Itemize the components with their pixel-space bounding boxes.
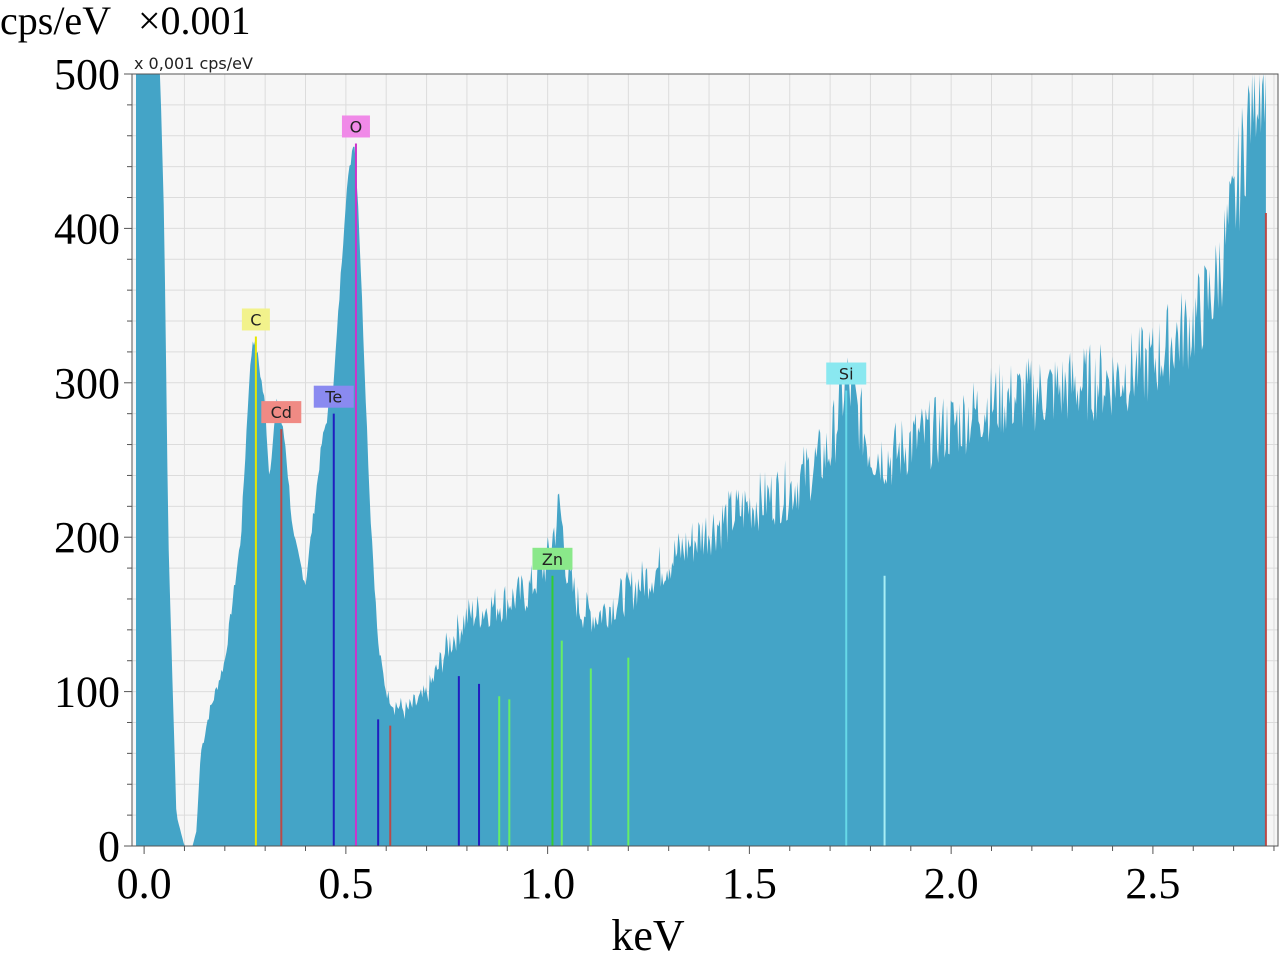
peak-lines-layer (254, 143, 1267, 846)
x-tick-label: 2.0 (924, 859, 979, 908)
peak-label-c: C (241, 308, 270, 331)
peak-label-o: O (341, 115, 370, 138)
y-tick-label: 400 (54, 204, 120, 253)
peak-label-box (826, 362, 867, 385)
y-axis-label: cps/eV (0, 0, 111, 43)
peak-label-text: Cd (271, 403, 292, 422)
axis-ticks-layer: 0.0 0.5 1.0 1.5 2.0 2.5 0 100 200 300 400 500 (54, 50, 1275, 908)
y-tick-label: 500 (54, 50, 120, 99)
peak-label-text: Te (324, 388, 342, 407)
y-tick-label: 200 (54, 513, 120, 562)
peak-label-text: Si (839, 365, 854, 384)
y-axis-multiplier: ×0.001 (138, 0, 251, 43)
peak-label-text: O (350, 117, 363, 136)
peak-label-text: Zn (542, 550, 563, 569)
peak-label-text: C (250, 310, 261, 329)
x-tick-label: 1.5 (722, 859, 777, 908)
plot-frame (131, 73, 1279, 847)
peak-label-box (341, 115, 370, 138)
peak-label-box (532, 547, 573, 570)
peak-label-box (313, 385, 354, 408)
x-tick-label: 0.5 (318, 859, 373, 908)
y-tick-label: 100 (54, 668, 120, 717)
peak-label-zn: Zn (532, 547, 573, 570)
x-tick-label: 1.0 (520, 859, 575, 908)
spectrum-layer (136, 74, 1266, 846)
panel-scale-note: x 0,001 cps/eV (134, 54, 253, 73)
peak-label-box (261, 401, 302, 424)
y-tick-label: 0 (98, 822, 120, 871)
x-tick-label: 2.5 (1125, 859, 1180, 908)
peak-label-cd: Cd (261, 401, 302, 424)
x-axis-label: keV (611, 911, 685, 960)
spectrum-area (136, 74, 1266, 846)
peak-label-si: Si (826, 362, 867, 385)
peak-label-te: Te (313, 385, 354, 408)
x-tick-label: 0.0 (117, 859, 172, 908)
y-tick-label: 300 (54, 359, 120, 408)
peak-labels-layer: C Cd Te O Zn Si (241, 115, 867, 570)
peak-label-box (241, 308, 270, 331)
